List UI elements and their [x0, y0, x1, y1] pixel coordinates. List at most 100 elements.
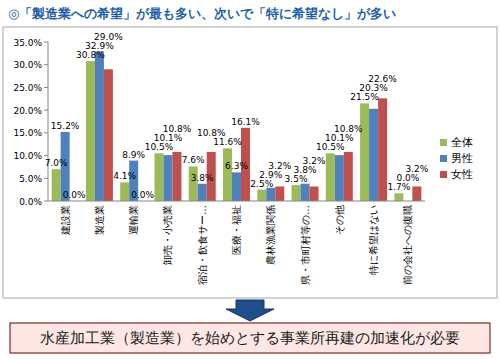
data-label: 16.1%	[231, 117, 260, 127]
title: ◎「製造業への希望」が最も多い、次いで「特に希望なし」が多い	[8, 6, 396, 21]
x-tick-label: 医療・福祉	[231, 205, 242, 255]
y-tick-label: 35.0%	[13, 38, 42, 48]
data-label: 6.3%	[225, 161, 248, 171]
annotation-box	[10, 323, 490, 353]
data-label: 10.5%	[145, 142, 174, 152]
y-tick	[44, 42, 48, 43]
y-axis	[48, 42, 49, 201]
data-label: 8.9%	[122, 150, 145, 160]
data-label: 10.8%	[163, 124, 192, 134]
data-label: 30.8%	[76, 50, 105, 60]
chart-root: ◎「製造業への希望」が最も多い、次いで「特に希望なし」が多い 0.0% 5.0% 10…	[0, 0, 500, 359]
legend-label: 全体	[451, 136, 473, 149]
data-label: 3.2%	[303, 156, 326, 166]
legend-swatch	[440, 155, 447, 162]
y-tick	[44, 201, 48, 202]
legend-swatch	[440, 139, 447, 146]
bar	[275, 186, 284, 201]
x-axis	[48, 201, 425, 202]
data-label: 1.7%	[387, 182, 410, 192]
data-label: 4.1%	[113, 171, 136, 181]
bar	[52, 169, 61, 201]
bar	[344, 152, 353, 201]
data-label: 7.6%	[182, 155, 205, 165]
x-tick-label: 建設業	[60, 205, 71, 236]
bar	[95, 52, 104, 201]
x-tick-label: 農林漁業関係	[265, 205, 276, 265]
y-tick	[44, 110, 48, 111]
y-tick-label: 15.0%	[13, 128, 42, 138]
data-label: 2.9%	[259, 170, 282, 180]
y-tick-label: 5.0%	[19, 174, 42, 184]
legend-label: 男性	[451, 152, 473, 165]
bar	[223, 148, 232, 201]
data-label: 32.9%	[85, 41, 114, 51]
y-tick	[44, 178, 48, 179]
bar	[232, 172, 241, 201]
legend-label: 女性	[451, 168, 473, 181]
data-label: 0.0%	[396, 173, 419, 183]
data-label: 21.5%	[350, 92, 379, 102]
x-tick-label: その他	[334, 205, 345, 235]
x-tick-label: 運輸業	[128, 205, 139, 235]
bar	[310, 186, 319, 201]
arrow	[226, 300, 274, 321]
bar	[378, 98, 387, 201]
y-tick-label: 10.0%	[13, 151, 42, 161]
bar	[266, 188, 275, 201]
bar	[360, 103, 369, 201]
y-tick	[44, 64, 48, 65]
data-label: 10.5%	[316, 142, 345, 152]
bar	[412, 186, 421, 201]
data-label: 0.0%	[131, 190, 154, 200]
chart-frame	[3, 27, 497, 298]
bar	[163, 155, 172, 201]
data-label: 22.6%	[368, 74, 397, 84]
data-label: 10.1%	[154, 133, 183, 143]
annotation: 水産加工業（製造業）を始めとする事業所再建の加速化が必要	[40, 329, 460, 347]
data-label: 10.8%	[197, 128, 226, 138]
y-tick-label: 30.0%	[13, 60, 42, 70]
x-tick-label: 卸売・小売業	[162, 205, 173, 265]
data-label: 11.6%	[213, 137, 242, 147]
bar	[301, 184, 310, 201]
x-tick-label: 特に希望はない	[368, 205, 379, 275]
data-label: 3.2%	[405, 164, 428, 174]
data-label: 10.8%	[334, 124, 363, 134]
legend-swatch	[440, 171, 447, 178]
bar	[326, 153, 335, 201]
data-label: 20.3%	[359, 83, 388, 93]
data-label: 29.0%	[94, 32, 123, 42]
data-label: 0.0%	[63, 190, 86, 200]
bars	[52, 52, 422, 201]
y-tick	[44, 155, 48, 156]
data-label: 2.5%	[250, 179, 273, 189]
bar	[154, 153, 163, 201]
y-tick-label: 0.0%	[19, 197, 42, 207]
bar	[292, 185, 301, 201]
x-tick-label: 県・市町村等の…	[300, 205, 311, 285]
data-label: 10.1%	[325, 133, 354, 143]
bar	[369, 109, 378, 201]
data-label: 3.8%	[191, 173, 214, 183]
bar	[198, 184, 207, 201]
data-label: 15.2%	[51, 121, 80, 131]
bar	[335, 155, 344, 201]
data-label: 3.5%	[285, 174, 308, 184]
bar	[257, 190, 266, 201]
bar	[189, 166, 198, 201]
x-tick-label: 前の会社への復職	[402, 205, 413, 285]
x-tick-label: 製造業	[94, 205, 105, 235]
y-tick-label: 20.0%	[13, 106, 42, 116]
bar	[172, 152, 181, 201]
y-tick-label: 25.0%	[13, 83, 42, 93]
data-label: 3.2%	[268, 161, 291, 171]
y-tick	[44, 132, 48, 133]
data-label: 3.8%	[294, 165, 317, 175]
y-tick	[44, 87, 48, 88]
bar	[394, 193, 403, 201]
bar	[120, 182, 129, 201]
bar	[86, 61, 95, 201]
bar	[104, 69, 113, 201]
data-label: 7.0%	[45, 158, 68, 168]
